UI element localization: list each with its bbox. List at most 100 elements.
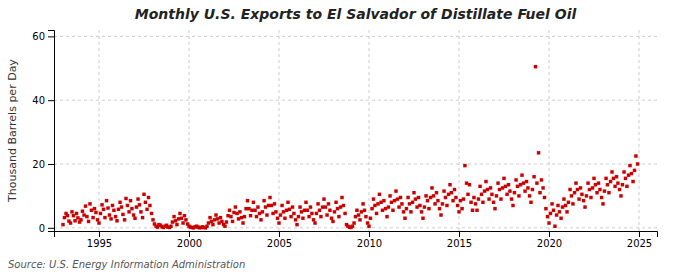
point (84, 204, 87, 207)
point (631, 180, 634, 183)
point (175, 223, 178, 226)
title: Monthly U.S. Exports to El Salvador of D… (135, 6, 577, 22)
y-axis-tick-label: 40 (32, 95, 45, 106)
plot: 19952000200520102015202020250204060 (32, 30, 657, 249)
point (588, 188, 591, 191)
point (396, 197, 399, 200)
point (421, 217, 424, 220)
point (85, 215, 88, 218)
grid-line-x (549, 30, 550, 231)
point (621, 183, 624, 186)
point (409, 210, 412, 213)
point (387, 205, 390, 208)
point (355, 209, 358, 212)
point (111, 204, 114, 207)
point (124, 197, 127, 200)
grid-line-y (54, 36, 657, 37)
point (583, 205, 586, 208)
point (580, 193, 583, 196)
point (150, 212, 153, 215)
point (367, 224, 370, 227)
point (360, 210, 363, 213)
point (297, 215, 300, 218)
point (478, 185, 481, 188)
point (564, 204, 567, 207)
point (294, 218, 297, 221)
point (265, 213, 268, 216)
x-axis-tick: 2005 (267, 231, 292, 249)
point (91, 216, 94, 219)
point (552, 209, 555, 212)
point (253, 209, 256, 212)
point (481, 201, 484, 204)
point (231, 220, 234, 223)
point (493, 207, 496, 210)
point (601, 202, 604, 205)
x-axis-line (55, 232, 658, 238)
point (370, 207, 373, 210)
point (462, 197, 465, 200)
point (225, 220, 228, 223)
point (334, 201, 337, 204)
point (513, 191, 516, 194)
point (408, 202, 411, 205)
point (330, 217, 333, 220)
point (582, 199, 585, 202)
y-axis-tick: 40 (32, 95, 54, 106)
point (270, 204, 273, 207)
point (529, 201, 532, 204)
point (597, 181, 600, 184)
point (138, 203, 141, 206)
point (279, 213, 282, 216)
x-axis: 1995200020052010201520202025 (55, 231, 658, 249)
point (372, 197, 375, 200)
annotation: Source: U.S. Energy Information Administ… (8, 259, 245, 270)
point (472, 196, 475, 199)
point (118, 201, 121, 204)
point (490, 193, 493, 196)
point (283, 217, 286, 220)
point (525, 180, 528, 183)
point (459, 199, 462, 202)
point (298, 205, 301, 208)
point (609, 180, 612, 183)
point (87, 220, 90, 223)
point (97, 221, 100, 224)
point (148, 204, 151, 207)
point (69, 221, 72, 224)
point (549, 212, 552, 215)
y-axis-tick-mark (48, 164, 54, 165)
point (555, 213, 558, 216)
point (354, 215, 357, 218)
grid-line-x (99, 30, 100, 231)
point (432, 194, 435, 197)
point (487, 197, 490, 200)
point (454, 196, 457, 199)
x-axis-tick-label: 2010 (357, 238, 382, 249)
point (399, 196, 402, 199)
point (561, 205, 564, 208)
x-axis-tick-mark (279, 231, 280, 237)
point (75, 212, 78, 215)
point (282, 210, 285, 213)
point (94, 211, 97, 214)
x-axis-tick-mark (549, 231, 550, 237)
point (450, 191, 453, 194)
point (388, 194, 391, 197)
y-axis-tick-label: 0 (39, 223, 45, 234)
point (72, 214, 75, 217)
point (295, 223, 298, 226)
point (237, 217, 240, 220)
point (286, 201, 289, 204)
point (280, 204, 283, 207)
point (417, 196, 420, 199)
point (468, 183, 471, 186)
x-axis-tick: 2000 (177, 231, 202, 249)
point (288, 208, 291, 211)
point (382, 199, 385, 202)
point (109, 217, 112, 220)
point (112, 209, 115, 212)
point (249, 214, 252, 217)
point (246, 199, 249, 202)
point (184, 218, 187, 221)
